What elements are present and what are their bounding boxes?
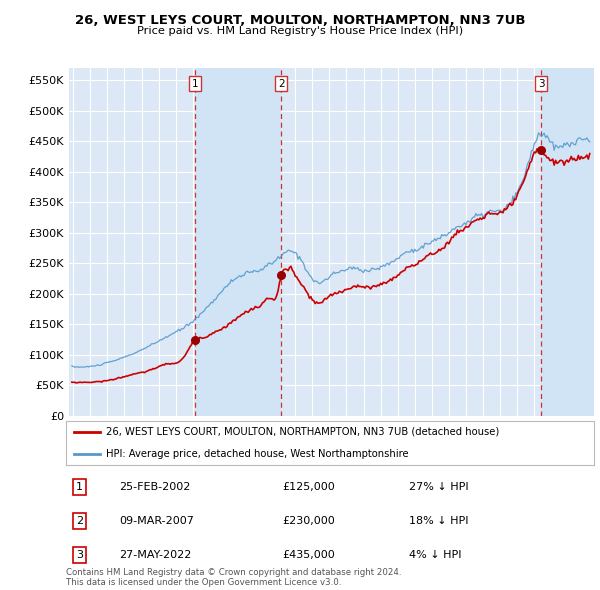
Text: 2: 2 <box>76 516 83 526</box>
Bar <box>541 68 594 416</box>
Text: 3: 3 <box>538 78 544 88</box>
Text: 1: 1 <box>76 482 83 492</box>
Text: £230,000: £230,000 <box>283 516 335 526</box>
Text: 1: 1 <box>192 78 199 88</box>
Bar <box>196 68 281 416</box>
Text: 26, WEST LEYS COURT, MOULTON, NORTHAMPTON, NN3 7UB: 26, WEST LEYS COURT, MOULTON, NORTHAMPTO… <box>75 14 525 27</box>
Text: 2: 2 <box>278 78 285 88</box>
Text: Contains HM Land Registry data © Crown copyright and database right 2024.
This d: Contains HM Land Registry data © Crown c… <box>66 568 401 587</box>
Text: 4% ↓ HPI: 4% ↓ HPI <box>409 550 462 560</box>
Text: 27% ↓ HPI: 27% ↓ HPI <box>409 482 469 492</box>
Text: 09-MAR-2007: 09-MAR-2007 <box>119 516 194 526</box>
Text: £125,000: £125,000 <box>283 482 335 492</box>
Text: 27-MAY-2022: 27-MAY-2022 <box>119 550 191 560</box>
Text: 25-FEB-2002: 25-FEB-2002 <box>119 482 190 492</box>
Text: 26, WEST LEYS COURT, MOULTON, NORTHAMPTON, NN3 7UB (detached house): 26, WEST LEYS COURT, MOULTON, NORTHAMPTO… <box>106 427 499 437</box>
Text: Price paid vs. HM Land Registry's House Price Index (HPI): Price paid vs. HM Land Registry's House … <box>137 26 463 35</box>
Text: 18% ↓ HPI: 18% ↓ HPI <box>409 516 469 526</box>
Text: 3: 3 <box>76 550 83 560</box>
Text: HPI: Average price, detached house, West Northamptonshire: HPI: Average price, detached house, West… <box>106 449 408 459</box>
Text: £435,000: £435,000 <box>283 550 335 560</box>
